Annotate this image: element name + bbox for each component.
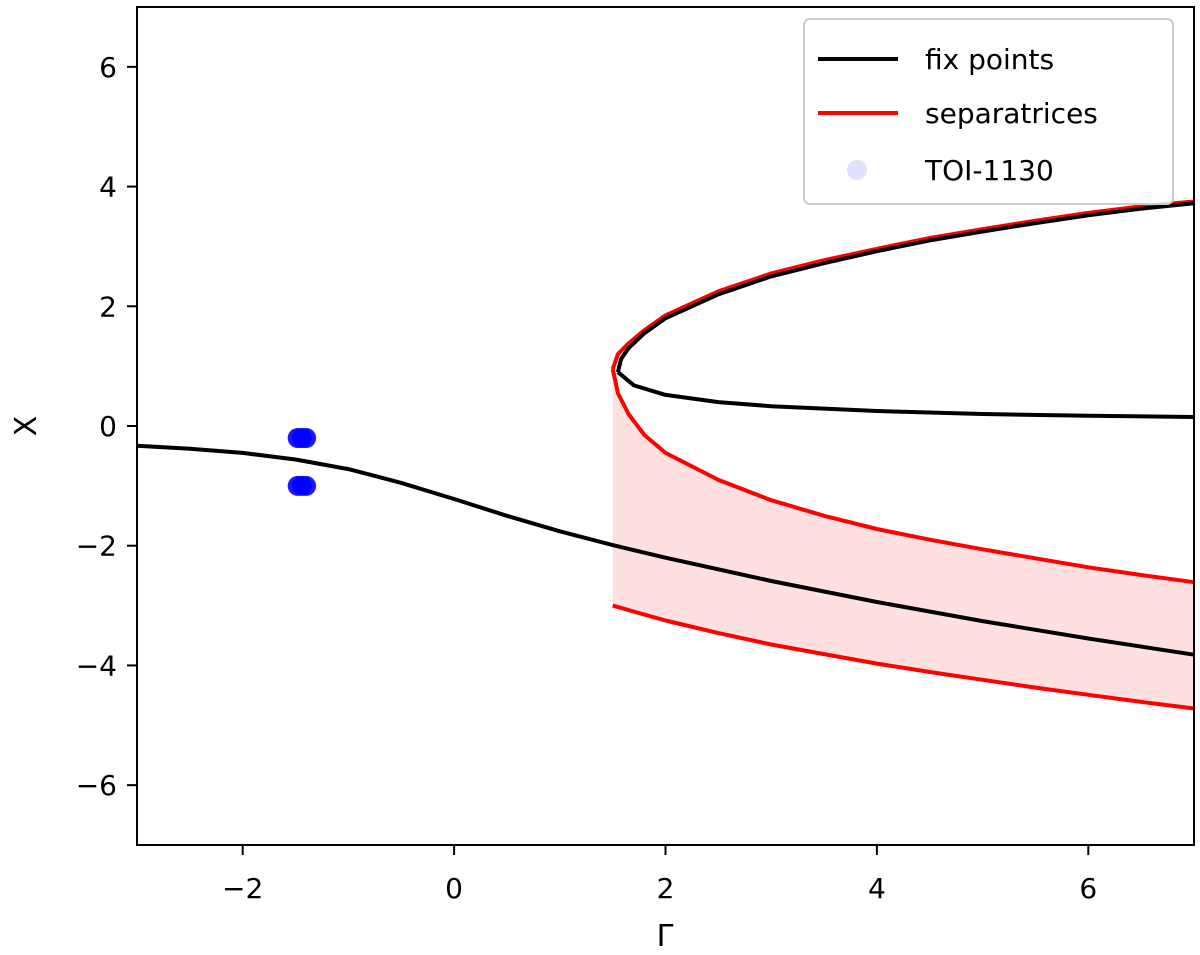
y-axis-label: X <box>9 416 44 437</box>
y-tick-label: 0 <box>99 410 117 443</box>
x-tick-label: 0 <box>445 872 463 905</box>
y-tick-label: −6 <box>76 769 117 802</box>
y-tick-label: 2 <box>99 290 117 323</box>
fix-middle-line <box>616 370 1195 419</box>
x-tick-label: 2 <box>657 872 675 905</box>
legend: fix points separatrices TOI-1130 <box>803 18 1174 205</box>
separatrix-shaded-region <box>612 369 1194 709</box>
legend-label: TOI-1130 <box>924 154 1054 187</box>
y-tick-label: −2 <box>76 530 117 563</box>
legend-swatch-marker <box>847 160 867 180</box>
x-tick-label: −2 <box>222 872 263 905</box>
fix-upper-line <box>615 201 1195 373</box>
y-tick-label: 6 <box>99 51 117 84</box>
toi-1130-point <box>296 475 317 496</box>
fix-lower-line <box>136 443 1195 657</box>
x-axis-label: Γ <box>657 919 674 954</box>
y-tick-label: −4 <box>76 649 117 682</box>
legend-box <box>803 18 1174 205</box>
sep-lower-line <box>612 603 1195 711</box>
sep-middle-line <box>610 368 1195 585</box>
legend-label: separatrices <box>925 97 1098 130</box>
legend-label: fix points <box>925 43 1054 76</box>
x-tick-label: 6 <box>1079 872 1097 905</box>
y-tick-label: 4 <box>99 171 117 204</box>
toi-1130-point <box>296 428 317 448</box>
sep-upper-line <box>610 199 1195 370</box>
x-tick-label: 4 <box>868 872 886 905</box>
